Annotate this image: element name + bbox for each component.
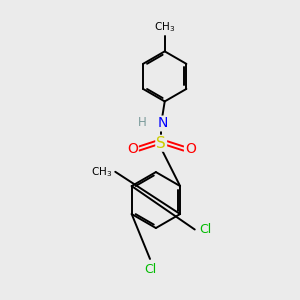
Text: O: O [185, 142, 196, 155]
Text: S: S [156, 136, 166, 151]
Text: Cl: Cl [199, 223, 212, 236]
Text: Cl: Cl [144, 263, 156, 276]
Text: N: N [158, 116, 168, 130]
Text: CH$_3$: CH$_3$ [91, 165, 112, 179]
Text: H: H [137, 116, 146, 128]
Text: CH$_3$: CH$_3$ [154, 20, 175, 34]
Text: O: O [127, 142, 138, 155]
